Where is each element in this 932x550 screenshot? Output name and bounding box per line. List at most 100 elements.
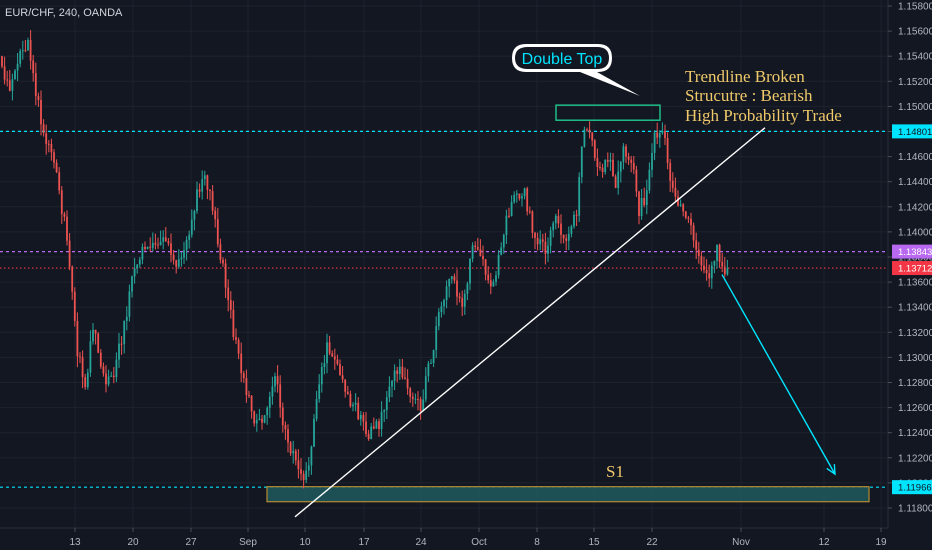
candle-body bbox=[476, 246, 479, 250]
candle-body bbox=[107, 376, 110, 385]
price-tag-box bbox=[892, 244, 932, 259]
price-axis-label: 1.12200 bbox=[898, 453, 932, 464]
candle-body bbox=[578, 177, 581, 216]
candle-body bbox=[424, 376, 427, 400]
bearish-projection-arrow bbox=[721, 274, 836, 476]
candle-body bbox=[97, 333, 100, 353]
candle-body bbox=[175, 260, 178, 267]
candle-body bbox=[318, 384, 321, 400]
candle-body bbox=[461, 298, 464, 307]
candle-body bbox=[92, 329, 94, 342]
candle-body bbox=[528, 211, 531, 213]
candle-body bbox=[713, 260, 716, 266]
candle-body bbox=[471, 245, 474, 259]
candle-body bbox=[458, 296, 461, 299]
candle-body bbox=[651, 152, 653, 170]
candle-body bbox=[591, 132, 594, 141]
candle-body bbox=[352, 404, 354, 407]
candle-body bbox=[619, 161, 622, 172]
time-axis-label: Sep bbox=[239, 537, 257, 548]
candle-body bbox=[723, 266, 726, 275]
note-line-2: Strucutre : Bearish bbox=[685, 86, 813, 105]
candle-body bbox=[474, 245, 477, 247]
candle-body bbox=[536, 237, 539, 245]
candle-body bbox=[648, 169, 651, 191]
candle-body bbox=[227, 287, 230, 301]
candle-body bbox=[640, 198, 643, 217]
candle-body bbox=[432, 350, 435, 363]
candle-body bbox=[287, 429, 289, 443]
candle-body bbox=[656, 132, 659, 138]
candle-body bbox=[60, 190, 63, 214]
price-tag-label: 1.13843 bbox=[898, 247, 932, 258]
candle-body bbox=[242, 373, 245, 379]
candle-body bbox=[276, 376, 279, 385]
candle-body bbox=[53, 152, 55, 163]
candle-body bbox=[170, 243, 172, 255]
candle-body bbox=[294, 450, 297, 461]
candle-body bbox=[211, 191, 214, 211]
candle-body bbox=[354, 402, 357, 405]
candle-body bbox=[216, 219, 219, 245]
candle-body bbox=[370, 426, 373, 440]
candle-body bbox=[456, 280, 458, 297]
candle-body bbox=[313, 418, 315, 447]
candle-body bbox=[570, 226, 573, 234]
candle-body bbox=[671, 180, 674, 188]
candle-body bbox=[692, 225, 695, 241]
candle-body bbox=[710, 265, 713, 279]
candle-body bbox=[627, 156, 630, 160]
price-axis-label: 1.15400 bbox=[898, 52, 932, 63]
candle-body bbox=[385, 397, 388, 411]
candle-body bbox=[84, 377, 87, 388]
candle-body bbox=[690, 218, 692, 226]
price-axis-label: 1.15600 bbox=[898, 27, 932, 38]
price-axis-label: 1.14400 bbox=[898, 177, 932, 188]
candle-body bbox=[159, 241, 162, 245]
candle-body bbox=[508, 215, 510, 217]
candle-body bbox=[120, 343, 123, 345]
price-axis-label: 1.13200 bbox=[898, 328, 932, 339]
candle-body bbox=[138, 259, 141, 265]
candle-body bbox=[614, 176, 617, 188]
candle-body bbox=[11, 79, 14, 91]
candle-body bbox=[19, 50, 22, 64]
candle-body bbox=[479, 249, 482, 257]
candle-body bbox=[716, 244, 718, 261]
candle-body bbox=[297, 460, 300, 470]
candle-body bbox=[526, 188, 529, 212]
time-axis-label: 22 bbox=[646, 537, 658, 548]
candle-body bbox=[502, 235, 505, 248]
candle-body bbox=[105, 373, 107, 385]
candle-body bbox=[645, 190, 648, 206]
candle-body bbox=[32, 60, 35, 74]
candle-body bbox=[664, 130, 666, 138]
candle-body bbox=[281, 407, 284, 426]
candle-body bbox=[632, 162, 635, 170]
price-axis-label: 1.11800 bbox=[898, 504, 932, 515]
candle-body bbox=[305, 470, 308, 481]
candle-body bbox=[328, 342, 331, 354]
time-axis: 13 20 27 Sep 10 17 24 Oct 8 15 22 Nov 12 19 bbox=[69, 528, 887, 548]
symbol-label: EUR/CHF, 240, OANDA bbox=[5, 7, 123, 19]
candle-body bbox=[154, 242, 157, 245]
candle-body bbox=[21, 50, 24, 52]
candle-body bbox=[141, 246, 144, 260]
candle-body bbox=[393, 370, 396, 381]
candle-body bbox=[315, 399, 318, 419]
candle-body bbox=[674, 187, 677, 197]
candle-body bbox=[510, 202, 513, 216]
time-axis-label: Nov bbox=[732, 537, 750, 548]
candle-body bbox=[549, 230, 552, 246]
candle-body bbox=[123, 320, 126, 344]
candle-body bbox=[250, 395, 253, 412]
candle-body bbox=[27, 40, 29, 51]
candle-body bbox=[383, 410, 386, 412]
candle-body bbox=[37, 96, 40, 100]
candle-body bbox=[255, 420, 258, 424]
candle-body bbox=[219, 244, 222, 260]
candle-body bbox=[625, 146, 627, 157]
candle-body bbox=[45, 133, 48, 144]
candle-body bbox=[177, 259, 180, 267]
candle-body bbox=[14, 70, 16, 80]
